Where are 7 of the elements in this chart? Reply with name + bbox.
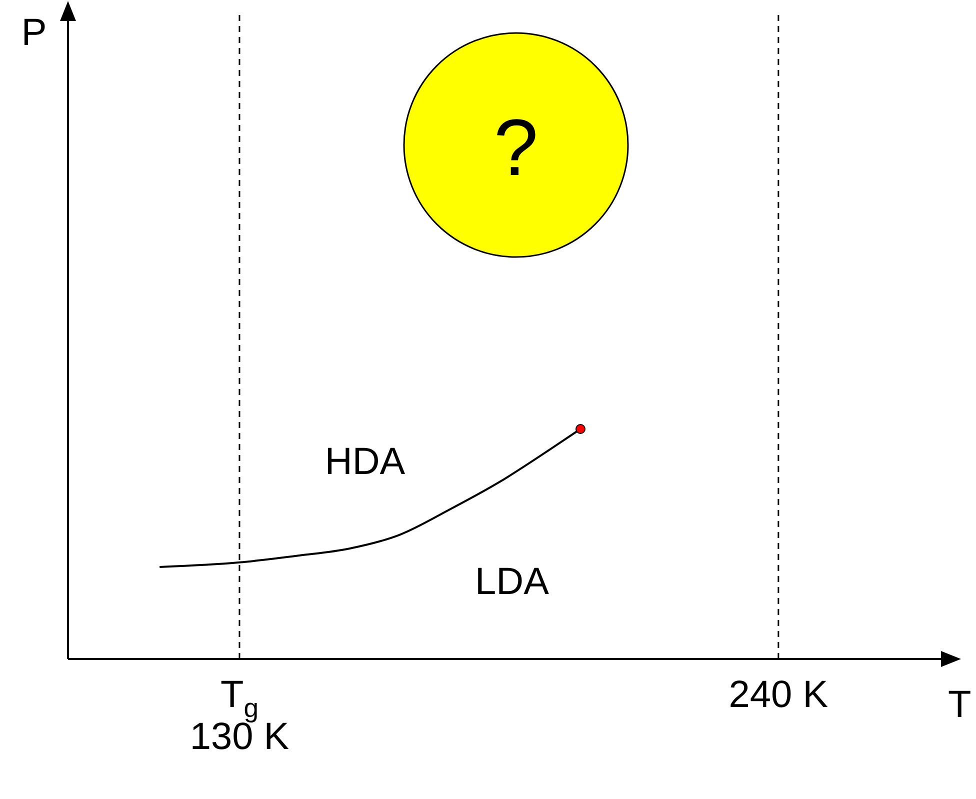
x-tick-label: T$_{g}$ 130 K — [190, 674, 290, 758]
text: ? — [494, 103, 538, 192]
text: P — [21, 12, 47, 54]
x-tick-label: 240 K — [728, 674, 828, 716]
annotation: HDA — [324, 441, 406, 483]
x-axis-title: T — [948, 684, 972, 726]
annotation: LDA — [475, 561, 550, 603]
